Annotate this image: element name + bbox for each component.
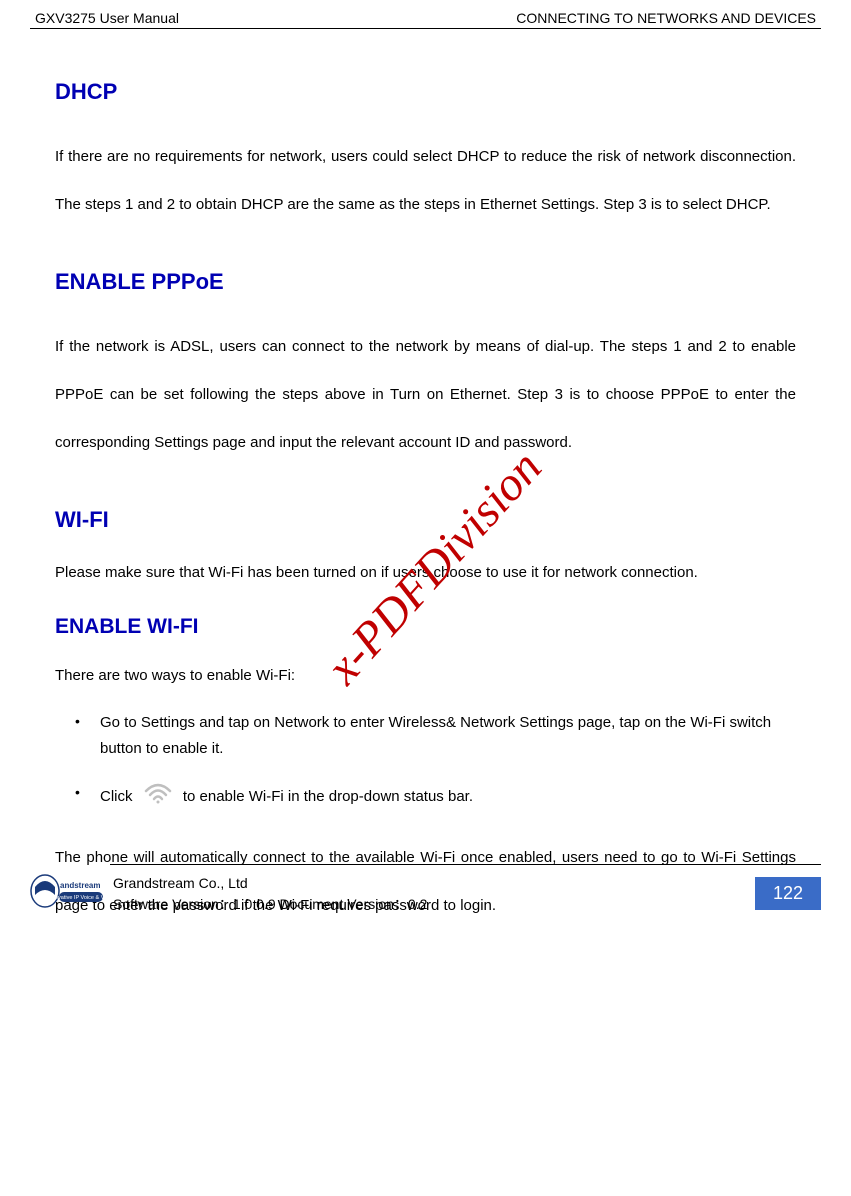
header-left: GXV3275 User Manual bbox=[35, 10, 179, 26]
heading-wifi: WI-FI bbox=[55, 507, 796, 533]
wifi-icon bbox=[143, 781, 173, 814]
bullet2-post: to enable Wi-Fi in the drop-down status … bbox=[183, 788, 473, 805]
page-content: DHCP If there are no requirements for ne… bbox=[30, 29, 821, 930]
footer-text-block: Grandstream Co., Ltd Software Version：1.… bbox=[113, 873, 427, 915]
svg-text:Innovative IP Voice & Video: Innovative IP Voice & Video bbox=[47, 895, 105, 901]
heading-enable-wifi: ENABLE WI-FI bbox=[55, 615, 796, 639]
bullet-dot-icon: • bbox=[75, 781, 100, 805]
grandstream-logo-icon: andstream Innovative IP Voice & Video bbox=[30, 873, 105, 914]
bullet2-pre: Click bbox=[100, 788, 133, 805]
svg-text:andstream: andstream bbox=[60, 881, 100, 890]
bullet-list: • Go to Settings and tap on Network to e… bbox=[55, 710, 796, 814]
paragraph-wifi: Please make sure that Wi-Fi has been tur… bbox=[55, 561, 796, 585]
page-number-box: 122 bbox=[755, 877, 821, 910]
footer-left: andstream Innovative IP Voice & Video Gr… bbox=[30, 873, 427, 915]
footer-company: Grandstream Co., Ltd bbox=[113, 873, 427, 894]
paragraph-pppoe: If the network is ADSL, users can connec… bbox=[55, 323, 796, 467]
page-number: 122 bbox=[773, 883, 803, 903]
heading-pppoe: ENABLE PPPoE bbox=[55, 269, 796, 295]
footer-version: Software Version：1.0.0.9 Document Versio… bbox=[113, 894, 427, 915]
bullet-text-2: Click to enable Wi-Fi in the drop-down s… bbox=[100, 781, 796, 814]
page-header: GXV3275 User Manual CONNECTING TO NETWOR… bbox=[30, 10, 821, 26]
list-item: • Go to Settings and tap on Network to e… bbox=[55, 710, 796, 761]
bullet-dot-icon: • bbox=[75, 710, 100, 734]
page-footer: andstream Innovative IP Voice & Video Gr… bbox=[0, 864, 851, 915]
heading-dhcp: DHCP bbox=[55, 79, 796, 105]
paragraph-dhcp: If there are no requirements for network… bbox=[55, 133, 796, 229]
list-item: • Click to enable Wi-Fi in the drop-down… bbox=[55, 781, 796, 814]
enable-wifi-intro: There are two ways to enable Wi-Fi: bbox=[55, 664, 796, 688]
footer-rule bbox=[110, 864, 821, 865]
header-right: CONNECTING TO NETWORKS AND DEVICES bbox=[516, 10, 816, 26]
footer-row: andstream Innovative IP Voice & Video Gr… bbox=[30, 873, 821, 915]
document-page: GXV3275 User Manual CONNECTING TO NETWOR… bbox=[0, 0, 851, 930]
bullet-text-1: Go to Settings and tap on Network to ent… bbox=[100, 710, 796, 761]
